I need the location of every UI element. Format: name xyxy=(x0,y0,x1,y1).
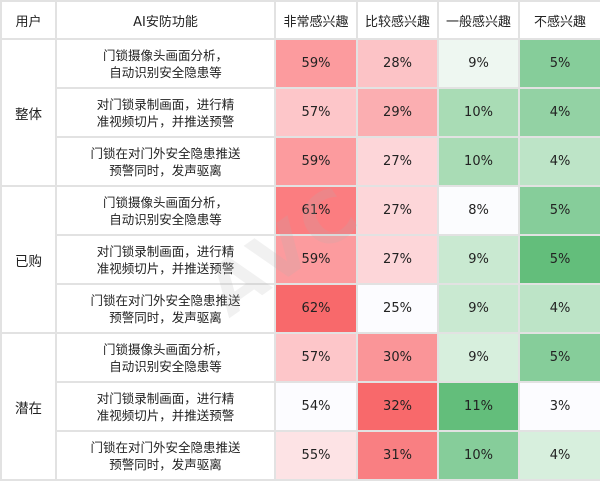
header-row: 用户 AI安防功能 非常感兴趣 比较感兴趣 一般感兴趣 不感兴趣 xyxy=(0,0,600,40)
feature-line-1: 门锁在对门外安全隐患推送 xyxy=(90,145,241,161)
feature-line-2: 准视频切片，并推送预警 xyxy=(96,113,235,129)
user-group-label: 潜在 xyxy=(0,332,57,481)
feature-line-1: 门锁在对门外安全隐患推送 xyxy=(90,292,241,308)
feature-line-2: 预警同时，发声驱离 xyxy=(109,162,222,178)
value-cell: 8% xyxy=(437,185,520,236)
header-user: 用户 xyxy=(0,0,57,40)
value-cell: 9% xyxy=(437,234,520,285)
user-group-label: 整体 xyxy=(0,38,57,187)
value-cell: 61% xyxy=(274,185,358,236)
value-cell: 57% xyxy=(274,87,358,138)
value-cell: 4% xyxy=(518,283,600,334)
header-fairly-interested: 比较感兴趣 xyxy=(356,0,439,40)
value-cell: 59% xyxy=(274,234,358,285)
value-cell: 32% xyxy=(356,381,439,432)
header-not-interested: 不感兴趣 xyxy=(518,0,600,40)
feature-line-2: 自动识别安全隐患等 xyxy=(109,211,222,227)
feature-cell: 门锁摄像头画面分析， 自动识别安全隐患等 xyxy=(55,185,276,236)
header-feature: AI安防功能 xyxy=(55,0,276,40)
value-cell: 5% xyxy=(518,234,600,285)
feature-cell: 对门锁录制画面，进行精 准视频切片，并推送预警 xyxy=(55,234,276,285)
table-row: 门锁在对门外安全隐患推送 预警同时，发声驱离 59% 27% 10% 4% xyxy=(1,136,600,187)
feature-line-1: 门锁在对门外安全隐患推送 xyxy=(90,439,241,455)
value-cell: 62% xyxy=(274,283,358,334)
table-row: 已购 门锁摄像头画面分析， 自动识别安全隐患等 61% 27% 8% 5% xyxy=(0,185,600,334)
value-cell: 10% xyxy=(437,430,520,481)
table-row: 对门锁录制画面，进行精 准视频切片，并推送预警 59% 27% 9% 5% xyxy=(1,234,600,285)
value-cell: 11% xyxy=(437,381,520,432)
feature-line-1: 门锁摄像头画面分析， xyxy=(102,194,228,210)
value-cell: 9% xyxy=(437,332,520,383)
table-row: 对门锁录制画面，进行精 准视频切片，并推送预警 57% 29% 10% 4% xyxy=(1,87,600,138)
value-cell: 9% xyxy=(437,283,520,334)
value-cell: 30% xyxy=(356,332,439,383)
value-cell: 29% xyxy=(356,87,439,138)
feature-cell: 门锁在对门外安全隐患推送 预警同时，发声驱离 xyxy=(55,430,276,481)
feature-cell: 门锁在对门外安全隐患推送 预警同时，发声驱离 xyxy=(55,136,276,187)
table-row: 门锁在对门外安全隐患推送 预警同时，发声驱离 62% 25% 9% 4% xyxy=(1,283,600,334)
feature-line-1: 门锁摄像头画面分析， xyxy=(102,341,228,357)
value-cell: 55% xyxy=(274,430,358,481)
feature-line-2: 自动识别安全隐患等 xyxy=(109,358,222,374)
value-cell: 5% xyxy=(518,38,600,89)
user-group-label: 已购 xyxy=(0,185,57,334)
value-cell: 4% xyxy=(518,136,600,187)
value-cell: 27% xyxy=(356,234,439,285)
value-cell: 59% xyxy=(274,136,358,187)
value-cell: 4% xyxy=(518,430,600,481)
value-cell: 57% xyxy=(274,332,358,383)
value-cell: 54% xyxy=(274,381,358,432)
feature-line-2: 预警同时，发声驱离 xyxy=(109,309,222,325)
value-cell: 5% xyxy=(518,332,600,383)
table-row: 门锁在对门外安全隐患推送 预警同时，发声驱离 55% 31% 10% 4% xyxy=(1,430,600,481)
feature-cell: 门锁在对门外安全隐患推送 预警同时，发声驱离 xyxy=(55,283,276,334)
value-cell: 4% xyxy=(518,87,600,138)
table-row: 对门锁录制画面，进行精 准视频切片，并推送预警 54% 32% 11% 3% xyxy=(1,381,600,432)
value-cell: 27% xyxy=(356,185,439,236)
feature-line-1: 对门锁录制画面，进行精 xyxy=(96,96,235,112)
value-cell: 59% xyxy=(274,38,358,89)
value-cell: 10% xyxy=(437,136,520,187)
value-cell: 25% xyxy=(356,283,439,334)
feature-line-1: 对门锁录制画面，进行精 xyxy=(96,243,235,259)
header-neutral: 一般感兴趣 xyxy=(437,0,520,40)
value-cell: 9% xyxy=(437,38,520,89)
value-cell: 28% xyxy=(356,38,439,89)
table-row: 潜在 门锁摄像头画面分析， 自动识别安全隐患等 57% 30% 9% 5% xyxy=(0,332,600,481)
feature-cell: 门锁摄像头画面分析， 自动识别安全隐患等 xyxy=(55,332,276,383)
value-cell: 27% xyxy=(356,136,439,187)
feature-line-2: 准视频切片，并推送预警 xyxy=(96,407,235,423)
value-cell: 3% xyxy=(518,381,600,432)
value-cell: 31% xyxy=(356,430,439,481)
header-very-interested: 非常感兴趣 xyxy=(274,0,358,40)
feature-line-2: 准视频切片，并推送预警 xyxy=(96,260,235,276)
feature-line-2: 预警同时，发声驱离 xyxy=(109,456,222,472)
value-cell: 5% xyxy=(518,185,600,236)
feature-cell: 对门锁录制画面，进行精 准视频切片，并推送预警 xyxy=(55,87,276,138)
feature-line-1: 对门锁录制画面，进行精 xyxy=(96,390,235,406)
feature-cell: 对门锁录制画面，进行精 准视频切片，并推送预警 xyxy=(55,381,276,432)
value-cell: 10% xyxy=(437,87,520,138)
table-row: 整体 门锁摄像头画面分析， 自动识别安全隐患等 59% 28% 9% 5% xyxy=(0,38,600,187)
feature-line-2: 自动识别安全隐患等 xyxy=(109,64,222,80)
feature-line-1: 门锁摄像头画面分析， xyxy=(102,47,228,63)
feature-cell: 门锁摄像头画面分析， 自动识别安全隐患等 xyxy=(55,38,276,89)
